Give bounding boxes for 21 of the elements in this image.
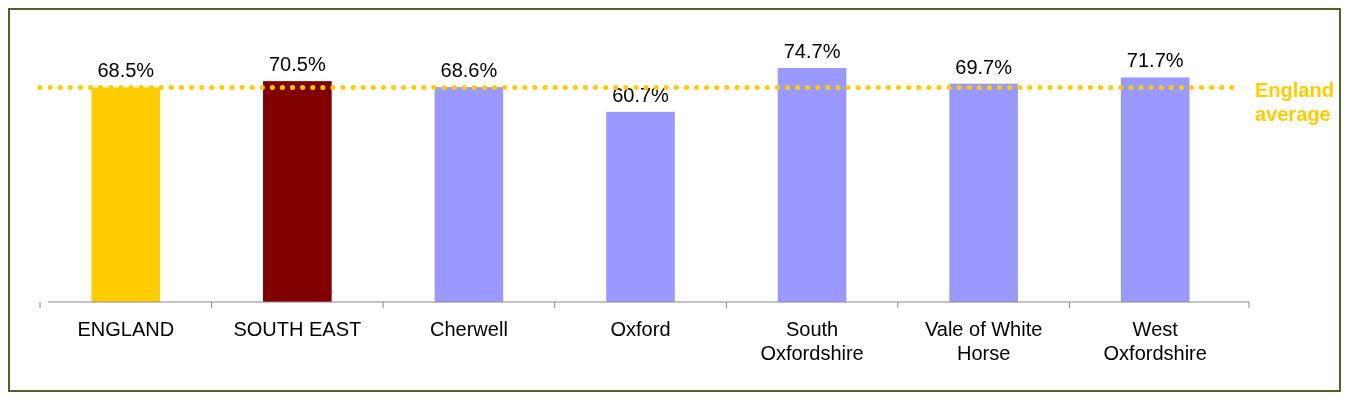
bar xyxy=(606,111,675,302)
data-label: 71.7% xyxy=(1126,49,1184,72)
data-label: 60.7% xyxy=(612,83,670,106)
bar xyxy=(263,81,332,302)
data-label: 68.6% xyxy=(440,59,498,82)
x-tick-label: South Oxfordshire xyxy=(760,318,864,364)
data-label: 68.5% xyxy=(97,59,155,82)
x-tick-label: Cherwell xyxy=(430,318,508,340)
x-tick-label: Oxford xyxy=(610,318,671,340)
ref-line-label: England average xyxy=(1255,79,1334,126)
bar xyxy=(434,87,504,302)
data-label: 74.7% xyxy=(783,40,841,62)
bar xyxy=(1120,77,1190,302)
bar xyxy=(777,68,847,302)
x-tick-label: Vale of White Horse xyxy=(924,318,1043,364)
x-tick-label: West Oxfordshire xyxy=(1103,318,1207,364)
x-tick-label: ENGLAND xyxy=(77,318,175,340)
x-tick-label: SOUTH EAST xyxy=(233,318,362,340)
data-label: 69.7% xyxy=(955,55,1013,78)
data-label: 70.5% xyxy=(269,53,326,76)
bar xyxy=(949,83,1018,302)
